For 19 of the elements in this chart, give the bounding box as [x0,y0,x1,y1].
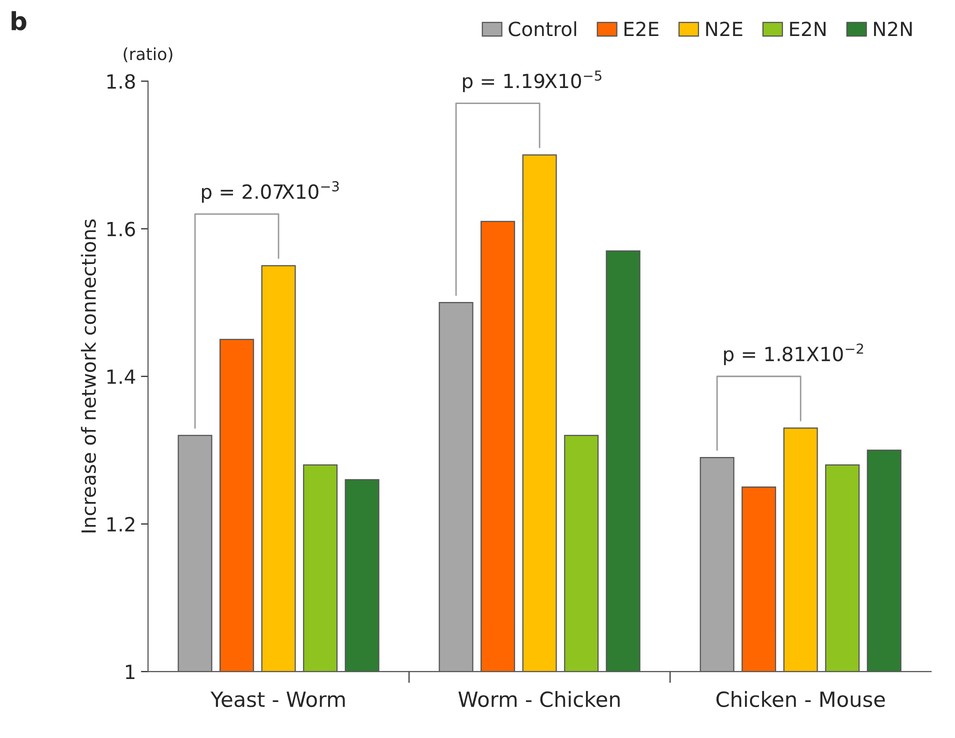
text: (ratio) [124,47,172,62]
legend-label: E2N [790,22,826,36]
legend-label: N2N [874,22,912,36]
annotation: p = 2.07X10$^{−3}$ [202,181,339,203]
y-tick-label: 1 [126,664,134,679]
y-tick-label: 1.8 [107,74,135,89]
y-tick-label: 1.2 [107,516,134,532]
x-tick-label: Chicken - Mouse [716,691,885,708]
y-tick-label: 1.6 [107,222,135,236]
chart-title: b [12,11,26,30]
y-tick-label: 1.4 [107,370,136,384]
x-tick-label: Yeast - Worm [210,692,345,708]
legend-label: Control [508,21,576,36]
y-axis-title: Increase of network connections [80,219,96,532]
annotation: p = 1.19X10$^{−5}$ [463,70,602,92]
x-tick-label: Worm - Chicken [458,691,620,708]
legend-label: N2E [706,22,742,36]
annotation: p = 1.81X10$^{−2}$ [724,344,864,366]
legend-label: E2E [624,22,658,36]
